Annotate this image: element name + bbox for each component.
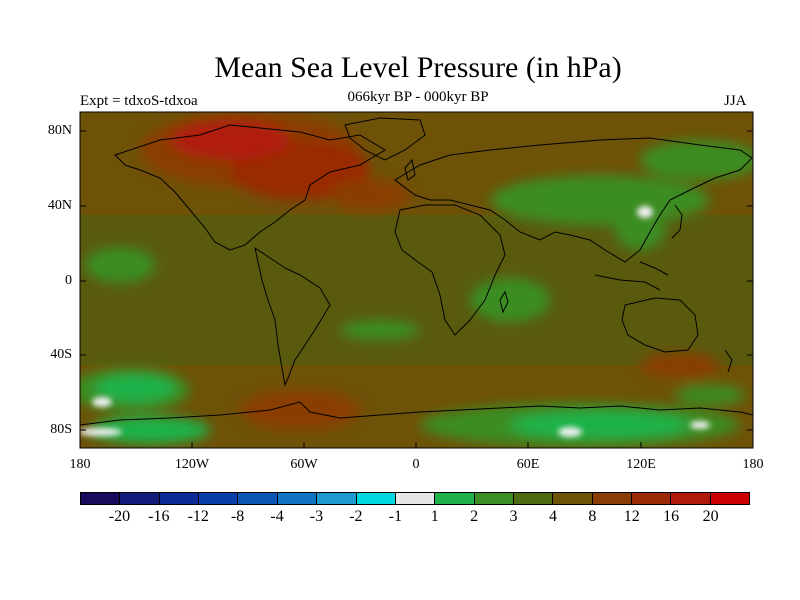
colorbar-swatch	[81, 493, 121, 504]
colorbar-label: 3	[509, 508, 518, 525]
colorbar-swatch	[199, 493, 239, 504]
colorbar-label: 16	[663, 508, 680, 525]
colorbar	[80, 492, 750, 505]
y-tick-label: 40N	[47, 198, 72, 213]
colorbar-label: 12	[623, 508, 640, 525]
colorbar-swatch	[632, 493, 672, 504]
colorbar-label: -1	[388, 508, 402, 525]
x-tick-label: 0	[412, 457, 420, 472]
colorbar-swatch	[553, 493, 593, 504]
y-tick-label: 40S	[50, 347, 72, 362]
colorbar-label: -3	[309, 508, 324, 525]
y-tick-label: 0	[65, 273, 72, 288]
y-tick-label: 80N	[47, 123, 72, 138]
x-tick-label: 60W	[290, 457, 318, 472]
colorbar-swatch	[277, 493, 318, 504]
x-tick-label: 120E	[626, 457, 656, 472]
colorbar-label: -12	[187, 508, 209, 525]
colorbar-label: 1	[430, 508, 439, 525]
period-label: 066kyr BP - 000kyr BP	[347, 89, 489, 105]
colorbar-label: -16	[148, 508, 170, 525]
colorbar-label: -20	[108, 508, 131, 525]
colorbar-swatch	[710, 493, 750, 504]
map-title: Mean Sea Level Pressure (in hPa)	[214, 51, 622, 84]
colorbar-swatch	[474, 493, 514, 504]
colorbar-swatch	[317, 493, 357, 504]
x-tick-label: 180	[69, 457, 91, 472]
colorbar-swatch	[435, 493, 475, 504]
colorbar-swatch	[671, 493, 711, 504]
colorbar-label: -2	[349, 508, 363, 525]
colorbar-label: 20	[702, 508, 719, 525]
colorbar-label: 2	[470, 508, 479, 525]
y-tick-label: 80S	[50, 422, 72, 437]
colorbar-label: 8	[588, 508, 597, 525]
colorbar-swatch	[513, 493, 554, 504]
colorbar-label: 4	[548, 508, 557, 525]
colorbar-label: -8	[230, 508, 245, 525]
colorbar-label: -4	[270, 508, 284, 525]
season-label: JJA	[724, 93, 747, 109]
experiment-label: Expt = tdxoS-tdxoa	[80, 93, 198, 109]
colorbar-swatch	[120, 493, 160, 504]
colorbar-swatch	[592, 493, 633, 504]
map-field	[80, 112, 753, 448]
x-tick-label: 120W	[174, 457, 210, 472]
colorbar-swatch	[356, 493, 396, 504]
colorbar-swatch	[238, 493, 278, 504]
colorbar-swatch	[159, 493, 200, 504]
x-tick-label: 60E	[516, 457, 540, 472]
colorbar-swatch	[395, 493, 436, 504]
x-tick-label: 180	[742, 457, 764, 472]
